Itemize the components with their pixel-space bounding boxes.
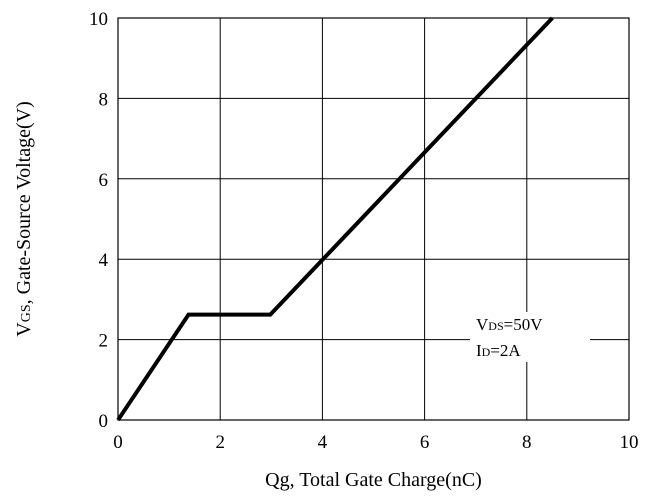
y-tick-label-5: 10: [89, 9, 108, 30]
x-axis-title: Qg, Total Gate Charge(nC): [265, 469, 482, 491]
annotation-background: [470, 312, 590, 362]
y-axis-title-main: V: [13, 322, 35, 337]
y-axis-title-rest: , Gate-Source Voltage(V): [13, 101, 35, 304]
y-tick-labels: 0 2 4 6 8 10: [89, 9, 109, 432]
series-layer: [116, 16, 554, 422]
plot-frame: [117, 17, 630, 421]
series-line-0: [116, 16, 554, 422]
y-tick-label-1: 2: [99, 331, 109, 352]
annotation-vds-sub: DS: [488, 319, 503, 333]
x-tick-label-1: 2: [215, 432, 225, 453]
x-tick-label-4: 8: [522, 432, 532, 453]
annotation-id-sub: D: [482, 345, 491, 359]
annotation-id-main: I: [476, 341, 482, 360]
x-tick-labels: 0 2 4 6 8 10: [113, 432, 638, 453]
y-tick-label-4: 8: [99, 89, 109, 110]
x-tick-label-2: 4: [318, 432, 328, 453]
annotation-vds: VDS=50V: [476, 315, 543, 334]
annotation-id-value: =2A: [490, 341, 521, 360]
y-axis-title: VGS, Gate-Source Voltage(V): [13, 101, 35, 336]
grid: [118, 18, 629, 420]
x-tick-label-5: 10: [620, 432, 639, 453]
y-tick-label-2: 4: [99, 250, 109, 271]
x-tick-label-3: 6: [420, 432, 430, 453]
y-tick-label-3: 6: [99, 170, 109, 191]
annotation-vds-value: =50V: [504, 315, 544, 334]
y-axis-title-sub: GS: [19, 304, 34, 322]
annotation-vds-main: V: [476, 315, 489, 334]
condition-annotation: VDS=50V ID=2A: [470, 312, 590, 362]
y-tick-label-0: 0: [99, 411, 109, 432]
annotation-id: ID=2A: [476, 341, 521, 360]
x-tick-label-0: 0: [113, 432, 123, 453]
